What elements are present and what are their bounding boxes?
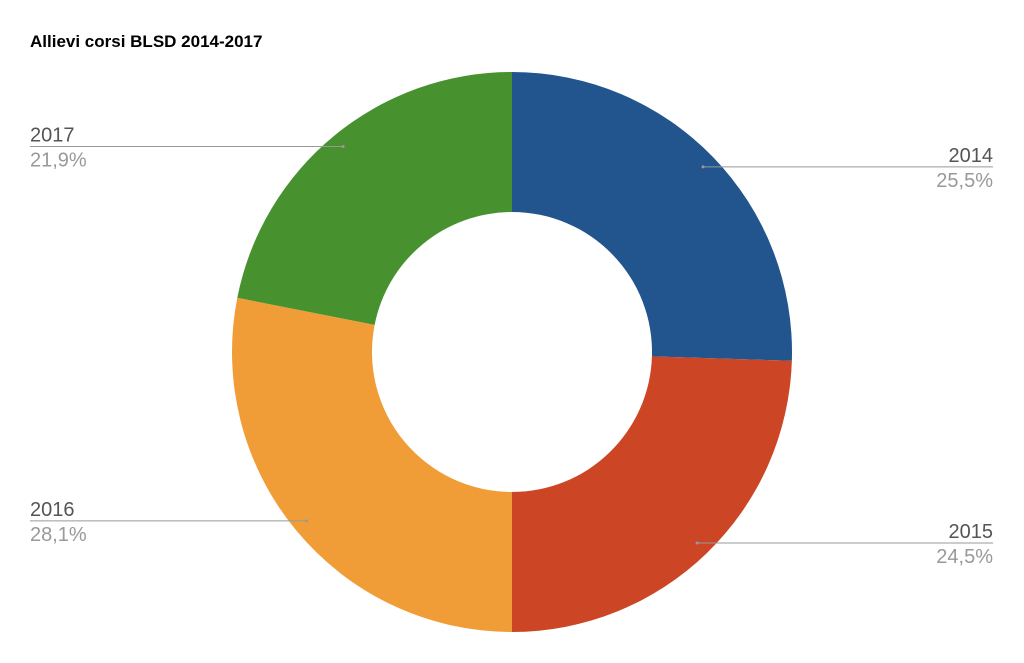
leader-dot xyxy=(695,541,699,545)
donut-slice xyxy=(232,297,512,632)
slice-label: 2017 xyxy=(30,125,75,147)
donut-slice xyxy=(237,72,512,325)
slice-value-label: 28,1% xyxy=(30,524,87,546)
slice-label: 2016 xyxy=(30,499,75,521)
chart-title: Allievi corsi BLSD 2014-2017 xyxy=(30,32,262,51)
leader-dot xyxy=(701,165,705,169)
slice-label: 2014 xyxy=(949,145,994,167)
slice-label: 2015 xyxy=(949,521,994,543)
donut-slice xyxy=(512,356,792,632)
slice-value-label: 24,5% xyxy=(936,546,993,568)
slice-value-label: 21,9% xyxy=(30,150,87,172)
leader-dot xyxy=(341,145,345,149)
leader-dot xyxy=(305,519,309,523)
slice-value-label: 25,5% xyxy=(936,170,993,192)
donut-slice xyxy=(512,72,793,361)
